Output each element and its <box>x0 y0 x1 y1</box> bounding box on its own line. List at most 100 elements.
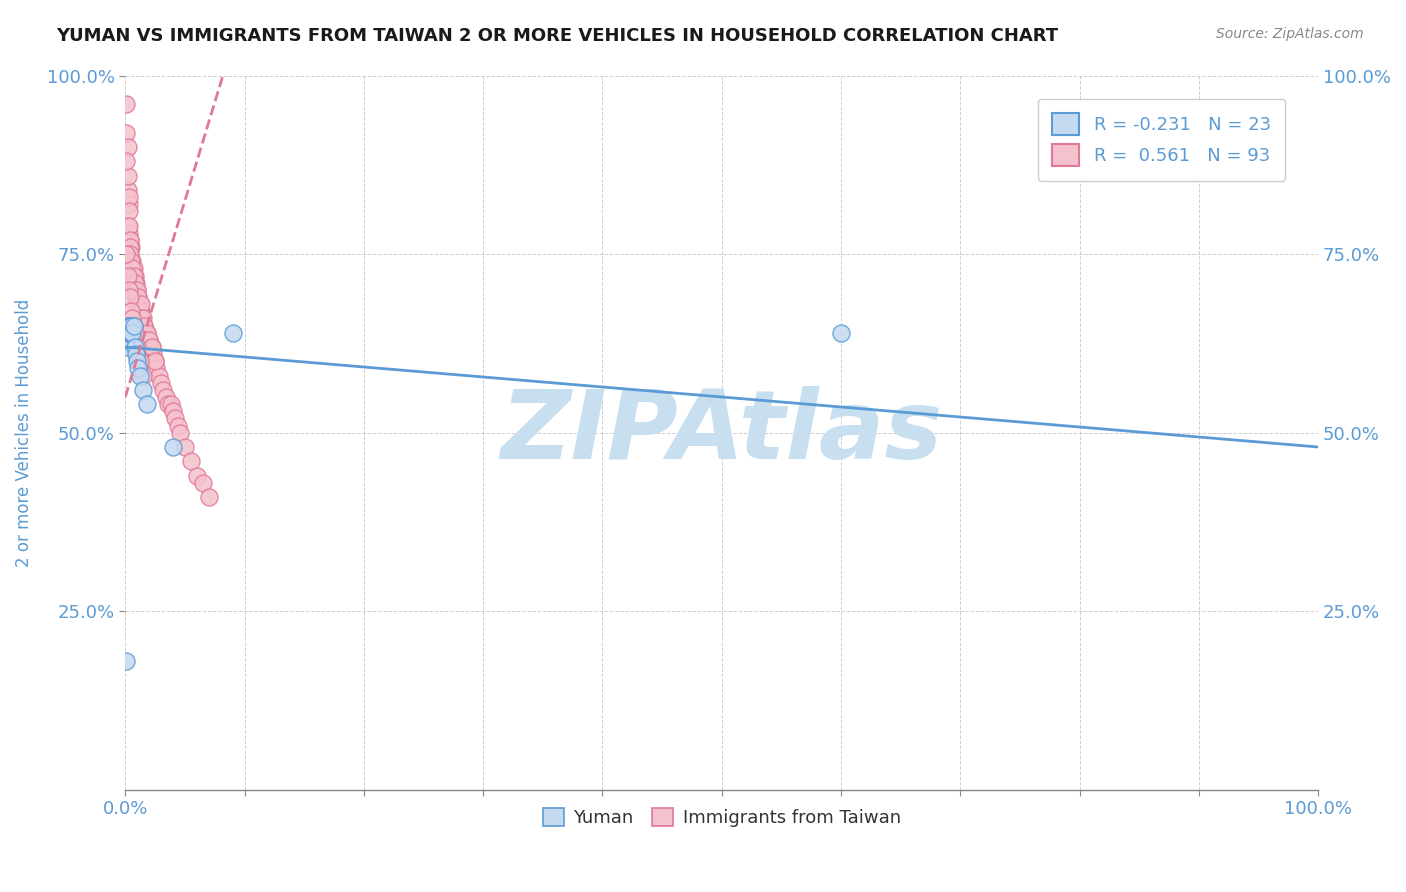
Point <box>127 361 149 376</box>
Point <box>120 318 142 333</box>
Point <box>115 654 138 668</box>
Point <box>128 311 150 326</box>
Point <box>120 261 142 276</box>
Point <box>115 247 138 261</box>
Point <box>115 340 138 354</box>
Point <box>118 190 141 204</box>
Point <box>166 418 188 433</box>
Point <box>162 440 184 454</box>
Point <box>125 290 148 304</box>
Point <box>134 318 156 333</box>
Point <box>132 311 155 326</box>
Point <box>162 404 184 418</box>
Point <box>142 354 165 368</box>
Point <box>121 261 143 276</box>
Point <box>127 297 149 311</box>
Point <box>121 326 143 340</box>
Point <box>135 326 157 340</box>
Point <box>128 368 150 383</box>
Point <box>117 318 139 333</box>
Point <box>128 304 150 318</box>
Point <box>125 290 148 304</box>
Point <box>148 368 170 383</box>
Point <box>115 126 138 140</box>
Point <box>118 197 141 211</box>
Point <box>150 376 173 390</box>
Point <box>198 490 221 504</box>
Point <box>122 318 145 333</box>
Point <box>115 333 138 347</box>
Point <box>127 304 149 318</box>
Point <box>121 254 143 268</box>
Point <box>131 311 153 326</box>
Point <box>120 233 142 247</box>
Point <box>139 340 162 354</box>
Point <box>124 340 146 354</box>
Text: ZIPAtlas: ZIPAtlas <box>501 386 943 479</box>
Point <box>129 297 152 311</box>
Point <box>221 326 243 340</box>
Point <box>125 276 148 290</box>
Point <box>135 326 157 340</box>
Point <box>122 276 145 290</box>
Point <box>136 333 159 347</box>
Point <box>117 219 139 233</box>
Point <box>145 361 167 376</box>
Point <box>118 219 141 233</box>
Point <box>122 283 145 297</box>
Point <box>118 204 141 219</box>
Point <box>135 326 157 340</box>
Point <box>120 318 142 333</box>
Point <box>129 304 152 318</box>
Point <box>132 368 155 383</box>
Point <box>117 140 139 154</box>
Point <box>128 297 150 311</box>
Point <box>120 233 142 247</box>
Point <box>120 247 142 261</box>
Point <box>141 340 163 354</box>
Point <box>132 383 155 397</box>
Point <box>121 268 143 283</box>
Point <box>134 318 156 333</box>
Point <box>127 290 149 304</box>
Point <box>120 326 142 340</box>
Point <box>127 354 149 368</box>
Point <box>127 283 149 297</box>
Legend: Yuman, Immigrants from Taiwan: Yuman, Immigrants from Taiwan <box>536 801 908 835</box>
Point <box>127 290 149 304</box>
Point <box>121 311 143 326</box>
Point <box>124 283 146 297</box>
Point <box>125 347 148 361</box>
Point <box>122 318 145 333</box>
Point <box>120 247 142 261</box>
Point <box>157 397 180 411</box>
Point <box>120 290 142 304</box>
Text: Source: ZipAtlas.com: Source: ZipAtlas.com <box>1216 27 1364 41</box>
Point <box>138 333 160 347</box>
Point <box>120 268 142 283</box>
Point <box>124 326 146 340</box>
Point <box>118 318 141 333</box>
Text: YUMAN VS IMMIGRANTS FROM TAIWAN 2 OR MORE VEHICLES IN HOUSEHOLD CORRELATION CHAR: YUMAN VS IMMIGRANTS FROM TAIWAN 2 OR MOR… <box>56 27 1059 45</box>
Point <box>118 283 141 297</box>
Point <box>155 390 177 404</box>
Point <box>124 276 146 290</box>
Point <box>191 475 214 490</box>
Point <box>124 283 146 297</box>
Point <box>186 468 208 483</box>
Point <box>117 183 139 197</box>
Point <box>138 333 160 347</box>
Point <box>143 354 166 368</box>
Point <box>180 454 202 468</box>
Point <box>131 311 153 326</box>
Point <box>142 347 165 361</box>
Point <box>169 425 191 440</box>
Point <box>830 326 852 340</box>
Point <box>122 261 145 276</box>
Point <box>118 326 141 340</box>
Point <box>120 326 142 340</box>
Point <box>159 397 181 411</box>
Point <box>122 268 145 283</box>
Point <box>132 318 155 333</box>
Point <box>117 268 139 283</box>
